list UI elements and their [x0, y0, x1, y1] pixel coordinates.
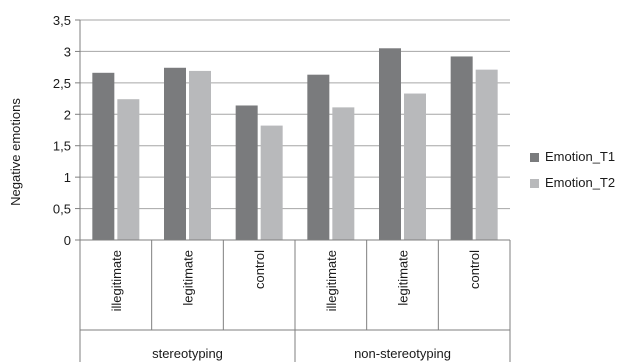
- legend-item-emotion-t2: Emotion_T2: [530, 173, 615, 193]
- y-tick-label: 2: [64, 107, 71, 122]
- group-label-stereotyping: stereotyping: [152, 346, 223, 361]
- bar-emotion-t2-2: [260, 125, 283, 240]
- category-label-illegitimate: illegitimate: [324, 250, 339, 311]
- y-axis-label: Negative emotions: [8, 98, 23, 206]
- gridlines: [80, 19, 510, 210]
- bar-emotion-t2-5: [475, 69, 498, 241]
- legend-label-emotion-t1: Emotion_T1: [545, 149, 616, 164]
- category-label-legitimate: legitimate: [181, 250, 196, 306]
- legend-item-emotion-t1: Emotion_T1: [530, 147, 615, 167]
- bar-emotion-t1-4: [379, 48, 401, 241]
- y-tick-label: 2,5: [53, 76, 71, 91]
- legend: Emotion_T1 Emotion_T2: [530, 147, 615, 199]
- bar-emotion-t2-0: [117, 99, 140, 240]
- bars: [92, 48, 498, 241]
- bar-emotion-t2-4: [404, 93, 426, 241]
- axes: [79, 20, 511, 362]
- y-tick-label: 0,5: [53, 202, 71, 217]
- legend-label-emotion-t2: Emotion_T2: [545, 175, 616, 190]
- bar-emotion-t1-3: [307, 74, 330, 240]
- bar-emotion-t2-1: [189, 70, 211, 241]
- y-tick-label: 3,5: [53, 13, 71, 28]
- y-tick-label: 1: [64, 170, 71, 185]
- bar-emotion-t1-0: [92, 72, 115, 240]
- bar-emotion-t1-1: [164, 67, 186, 241]
- y-tick-label: 1,5: [53, 139, 71, 154]
- bar-emotion-t1-5: [450, 56, 473, 241]
- y-tick-label: 0: [64, 233, 71, 248]
- y-tick-labels: 0 0,5 1 1,5 2 2,5 3 3,5: [53, 13, 80, 248]
- legend-swatch-emotion-t2: [530, 178, 539, 188]
- category-label-legitimate: legitimate: [396, 250, 411, 306]
- group-label-non-stereotyping: non-stereotyping: [354, 346, 451, 361]
- bar-emotion-t1-2: [235, 105, 258, 240]
- bar-emotion-t2-3: [332, 107, 355, 240]
- category-label-control: control: [467, 250, 482, 289]
- category-labels: illegitimate legitimate control illegitimat…: [109, 250, 482, 312]
- legend-swatch-emotion-t1: [530, 152, 539, 162]
- y-tick-label: 3: [64, 44, 71, 59]
- group-labels: stereotyping non-stereotyping: [152, 346, 451, 361]
- category-label-illegitimate: illegitimate: [109, 250, 124, 311]
- category-label-control: control: [252, 250, 267, 289]
